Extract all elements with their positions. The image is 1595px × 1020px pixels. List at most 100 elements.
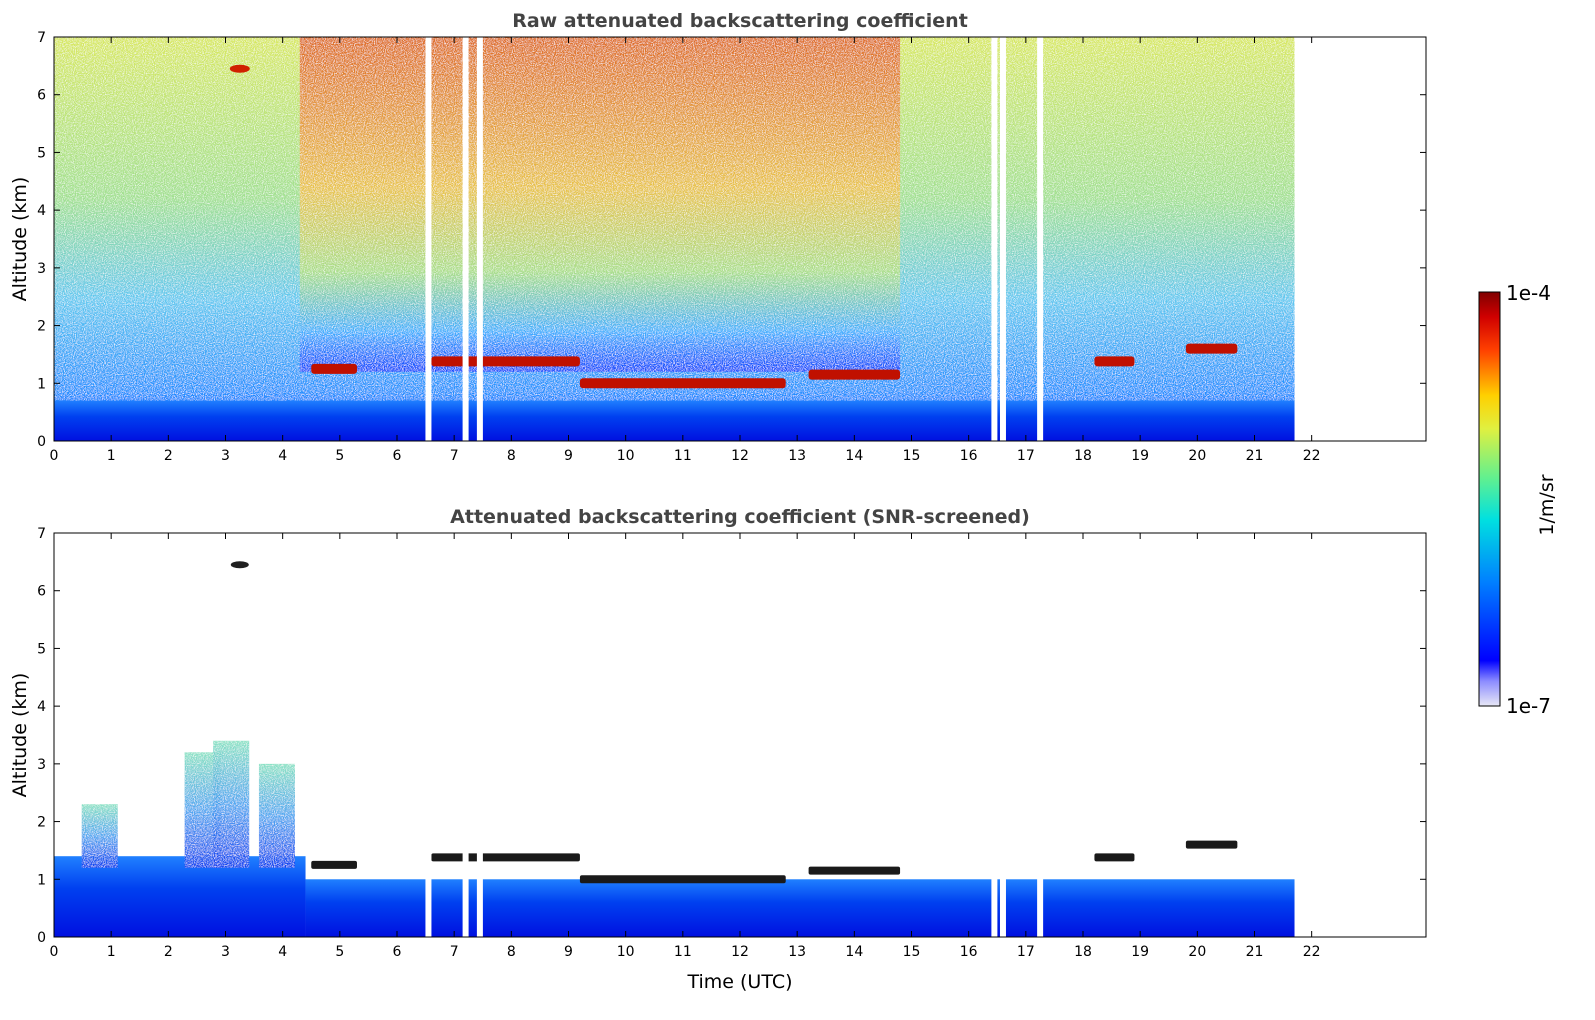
x-tick-label: 0: [50, 448, 59, 464]
x-tick-label: 20: [1188, 448, 1206, 464]
y-tick-label: 7: [37, 30, 46, 46]
colorbar-gradient: [1478, 291, 1501, 707]
y-tick-label: 1: [37, 376, 46, 392]
heatmap-area: [54, 533, 1295, 937]
y-tick-label: 5: [37, 641, 46, 657]
y-tick-label: 6: [37, 584, 46, 600]
cloud-layer: [431, 356, 580, 367]
x-tick-label: 14: [845, 448, 863, 464]
data-gap: [476, 533, 483, 937]
x-tick-label: 22: [1303, 448, 1321, 464]
data-gap: [462, 37, 469, 441]
boundary-layer: [54, 856, 306, 937]
raw-backscatter-panel: Raw attenuated backscattering coefficien…: [9, 10, 1427, 464]
x-tick-label: 20: [1188, 944, 1206, 960]
cloud-layer: [431, 853, 580, 862]
x-tick-label: 6: [393, 944, 402, 960]
y-tick-label: 5: [37, 145, 46, 161]
y-tick-label: 2: [37, 815, 46, 831]
x-tick-label: 3: [221, 944, 230, 960]
cloud-layer: [579, 378, 786, 389]
x-tick-label: 3: [221, 448, 230, 464]
y-tick-label: 3: [37, 757, 46, 773]
data-gap: [476, 37, 483, 441]
x-tick-label: 1: [107, 944, 116, 960]
data-gap: [991, 533, 998, 937]
x-tick-label: 21: [1246, 944, 1264, 960]
cloud-layer: [311, 860, 357, 869]
data-gap: [991, 37, 998, 441]
x-axis-label: Time (UTC): [686, 971, 792, 993]
x-tick-label: 5: [335, 944, 344, 960]
aerosol-plume: [213, 740, 250, 868]
x-tick-label: 11: [674, 448, 692, 464]
colorbar-max-label: 1e-4: [1506, 281, 1551, 305]
cloud-layer: [579, 875, 786, 884]
x-tick-label: 17: [1017, 448, 1035, 464]
y-tick-label: 6: [37, 88, 46, 104]
aerosol-plume: [81, 804, 118, 868]
x-tick-label: 19: [1131, 448, 1149, 464]
cloud-layer: [1185, 840, 1238, 849]
heatmap-area: [54, 37, 1295, 441]
x-tick-label: 18: [1074, 944, 1092, 960]
x-tick-label: 12: [731, 944, 749, 960]
x-tick-label: 4: [278, 944, 287, 960]
x-tick-label: 9: [564, 448, 573, 464]
cloud-layer: [808, 369, 901, 380]
y-tick-label: 1: [37, 872, 46, 888]
x-tick-label: 2: [164, 944, 173, 960]
colorbar-min-label: 1e-7: [1506, 694, 1551, 718]
x-tick-label: 1: [107, 448, 116, 464]
y-axis-label: Altitude (km): [9, 673, 31, 798]
screened-backscatter-panel: Attenuated backscattering coefficient (S…: [9, 506, 1427, 993]
data-gap: [1037, 37, 1044, 441]
x-tick-label: 7: [450, 944, 459, 960]
x-tick-label: 9: [564, 944, 573, 960]
x-tick-label: 19: [1131, 944, 1149, 960]
x-tick-label: 13: [788, 944, 806, 960]
cloud-layer: [808, 866, 901, 875]
x-tick-label: 4: [278, 448, 287, 464]
x-tick-label: 0: [50, 944, 59, 960]
data-gap: [425, 533, 432, 937]
x-tick-label: 7: [450, 448, 459, 464]
cloud-layer: [1094, 356, 1135, 367]
data-gap: [999, 533, 1006, 937]
x-tick-label: 16: [960, 448, 978, 464]
cloud-layer: [1094, 853, 1135, 862]
isolated-cloud: [229, 64, 250, 73]
colorbar-units-label: 1/m/sr: [1536, 474, 1558, 535]
cloud-layer: [311, 363, 357, 374]
y-tick-label: 3: [37, 261, 46, 277]
panel-title: Raw attenuated backscattering coefficien…: [512, 10, 968, 32]
x-tick-label: 2: [164, 448, 173, 464]
boundary-layer: [305, 879, 1295, 937]
x-tick-label: 13: [788, 448, 806, 464]
y-axis-label: Altitude (km): [9, 177, 31, 302]
data-gap: [425, 37, 432, 441]
x-axis: 0 1 2 3 4 5 6 7 8 9 10 11 12 13 14 15 16 17 18 19 20 21 22: [50, 533, 1321, 960]
x-tick-label: 11: [674, 944, 692, 960]
data-gap: [999, 37, 1006, 441]
x-tick-label: 18: [1074, 448, 1092, 464]
aerosol-plume: [258, 763, 295, 868]
x-tick-label: 12: [731, 448, 749, 464]
isolated-cloud: [230, 561, 249, 569]
x-tick-label: 5: [335, 448, 344, 464]
x-tick-label: 22: [1303, 944, 1321, 960]
x-tick-label: 6: [393, 448, 402, 464]
boundary-layer: [54, 400, 1295, 441]
data-gap: [1037, 533, 1044, 937]
cloud-layer: [1185, 343, 1238, 354]
x-tick-label: 10: [617, 448, 635, 464]
panel-title: Attenuated backscattering coefficient (S…: [450, 506, 1030, 528]
y-tick-label: 4: [37, 699, 46, 715]
x-tick-label: 17: [1017, 944, 1035, 960]
data-gap: [462, 533, 469, 937]
x-axis: 0 1 2 3 4 5 6 7 8 9 10 11 12 13 14 15 16 17 18 19 20 21 22: [50, 37, 1321, 464]
x-tick-label: 15: [903, 448, 921, 464]
x-tick-label: 15: [903, 944, 921, 960]
x-tick-label: 8: [507, 944, 516, 960]
